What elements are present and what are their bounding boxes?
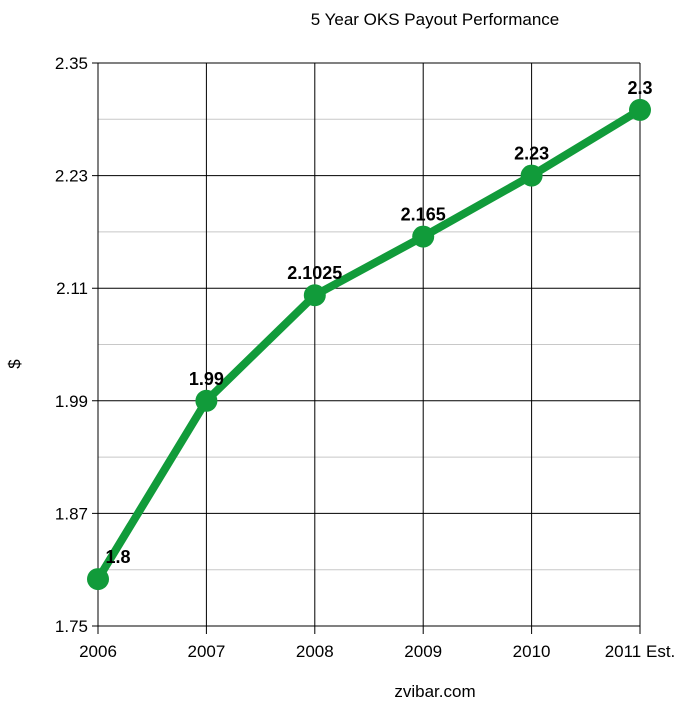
data-label: 2.3 — [627, 78, 652, 98]
data-point — [303, 284, 326, 307]
series-line: 1.8 1.99 2.1025 2.165 2.23 2.3 — [87, 78, 653, 591]
gridlines — [92, 62, 641, 634]
data-label: 1.99 — [189, 369, 224, 389]
data-point — [87, 568, 109, 591]
y-tick-label: 2.35 — [55, 54, 88, 73]
x-tick-label: 2008 — [296, 642, 334, 661]
data-label: 1.8 — [105, 547, 130, 567]
series-line-path — [94, 105, 644, 584]
y-tick-label: 1.99 — [55, 392, 88, 411]
y-tick-label: 2.11 — [56, 279, 88, 298]
x-axis-label: zvibar.com — [394, 682, 475, 701]
chart-title: 5 Year OKS Payout Performance — [311, 10, 560, 29]
x-tick-label: 2010 — [513, 642, 551, 661]
x-tick-label: 2006 — [79, 642, 117, 661]
data-point — [520, 164, 543, 187]
data-label: 2.23 — [514, 144, 549, 164]
y-tick-label: 1.87 — [55, 504, 88, 523]
data-label: 2.165 — [401, 205, 446, 225]
y-tick-label: 2.23 — [55, 167, 88, 186]
tick-labels: 1.75 1.87 1.99 2.11 2.23 2.35 2006 2007 2008 2009… — [55, 54, 675, 661]
x-tick-label: 2009 — [404, 642, 442, 661]
x-tick-label: 2011 Est. — [605, 642, 676, 661]
y-tick-label: 1.75 — [55, 617, 88, 636]
y-axis-label: $ — [5, 359, 24, 369]
data-point — [195, 389, 218, 412]
data-point — [629, 98, 651, 121]
data-label: 2.1025 — [287, 263, 342, 283]
data-point — [412, 225, 435, 248]
x-tick-label: 2007 — [187, 642, 225, 661]
